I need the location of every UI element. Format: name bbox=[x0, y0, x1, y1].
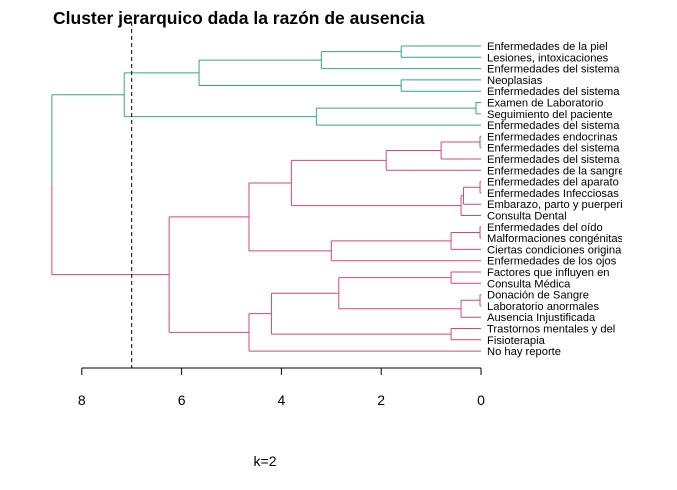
x-tick-label: 0 bbox=[477, 392, 485, 408]
leaf-label: Enfermedades endocrinas bbox=[487, 131, 618, 143]
x-tick-label: 6 bbox=[178, 392, 186, 408]
leaf-label: Ausencia Injustificada bbox=[487, 312, 596, 324]
leaf-label: Enfermedades de los ojos bbox=[487, 256, 617, 268]
leaf-label: Enfermedades del sistema bbox=[487, 120, 620, 132]
leaf-label: Examen de Laboratorio bbox=[487, 98, 603, 110]
leaf-label: Seguimiento del paciente bbox=[487, 109, 613, 121]
leaf-label: Malformaciones congénitas bbox=[487, 233, 624, 245]
leaf-label: Neoplasias bbox=[487, 75, 543, 87]
leaf-label: Embarazo, parto y puerperio bbox=[487, 199, 629, 211]
leaf-label: Enfermedades del sistema bbox=[487, 143, 620, 155]
leaf-label: Enfermedades del sistema bbox=[487, 86, 620, 98]
leaf-label: Lesiones, intoxicaciones bbox=[487, 52, 609, 64]
x-tick-label: 4 bbox=[278, 392, 286, 408]
leaf-label: Enfermedades del aparato bbox=[487, 177, 619, 189]
x-tick-label: 2 bbox=[377, 392, 385, 408]
leaf-label: Fisioterapia bbox=[487, 335, 546, 347]
leaf-label: Laboratorio anormales bbox=[487, 301, 599, 313]
leaf-label: Enfermedades del sistema bbox=[487, 64, 620, 76]
leaf-label: Enfermedades de la sangre bbox=[487, 165, 624, 177]
leaf-label: Consulta Dental bbox=[487, 211, 567, 223]
chart-title: Cluster jerarquico dada la razón de ause… bbox=[53, 8, 425, 28]
x-axis: 8 6 4 2 0 bbox=[78, 367, 485, 408]
dendrogram-branches bbox=[51, 45, 481, 352]
x-axis-label: k=2 bbox=[254, 453, 277, 469]
leaf-label: Donación de Sangre bbox=[487, 290, 589, 302]
leaf-label: Enfermedades del sistema bbox=[487, 154, 620, 166]
leaf-label: Enfermedades Infecciosas bbox=[487, 188, 619, 200]
leaf-label: Enfermedades del oído bbox=[487, 222, 603, 234]
leaf-label: Trastornos mentales y del bbox=[487, 324, 615, 336]
leaf-label: No hay reporte bbox=[487, 346, 561, 358]
leaf-label: Factores que influyen en bbox=[487, 267, 610, 279]
x-tick-label: 8 bbox=[78, 392, 86, 408]
leaf-label: Ciertas condiciones originadas bbox=[487, 244, 640, 256]
leaf-label: Enfermedades de la piel bbox=[487, 41, 608, 53]
leaf-label: Consulta Médica bbox=[487, 278, 571, 290]
